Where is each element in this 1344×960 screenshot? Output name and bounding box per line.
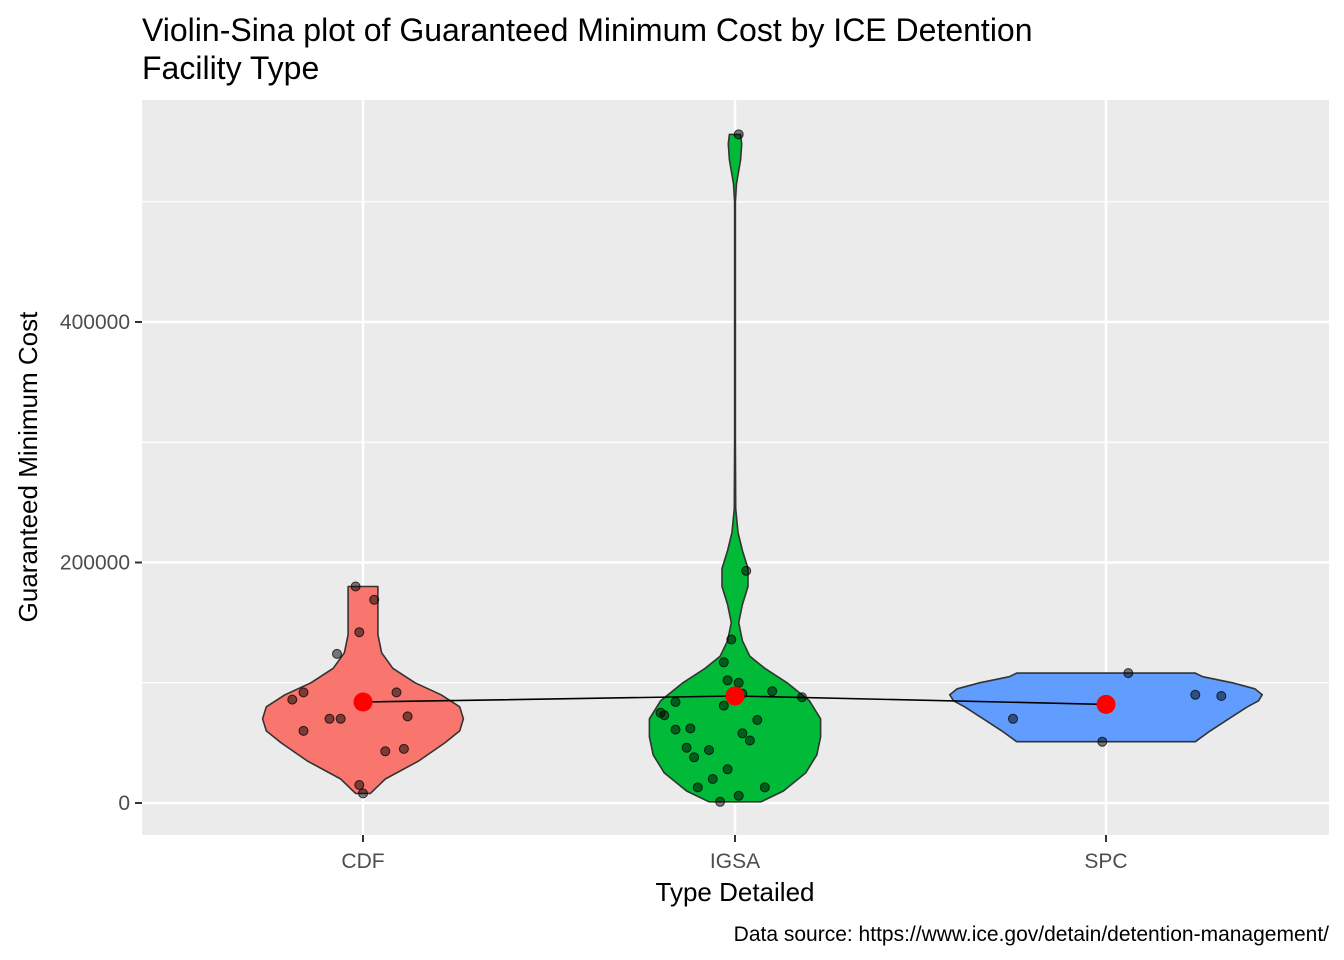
data-point-igsa	[741, 565, 752, 576]
data-point-igsa	[670, 724, 681, 735]
data-point-igsa	[752, 715, 763, 725]
data-point-spc	[1216, 691, 1227, 701]
data-point-igsa	[733, 677, 744, 688]
data-point-igsa	[718, 700, 729, 711]
data-point-igsa	[707, 774, 718, 784]
data-point-spc	[1097, 736, 1108, 747]
data-point-spc	[1123, 668, 1134, 679]
y-tick-label: 200000	[60, 552, 130, 575]
data-point-igsa	[685, 723, 696, 734]
data-point-igsa	[689, 752, 700, 763]
mean-point-igsa	[725, 686, 745, 706]
data-point-igsa	[733, 790, 744, 801]
data-point-igsa	[659, 710, 670, 721]
data-point-cdf	[391, 687, 402, 698]
violin-cdf	[261, 585, 465, 795]
data-point-cdf	[380, 746, 391, 757]
violin-igsa	[648, 133, 822, 803]
y-tick-label: 0	[118, 792, 130, 815]
data-point-spc	[1190, 689, 1201, 700]
y-tick-label: 400000	[60, 311, 130, 334]
chart-title-line-1: Violin-Sina plot of Guaranteed Minimum C…	[142, 12, 1033, 48]
y-axis-title: Guaranteed Minimum Cost	[13, 311, 43, 622]
data-point-igsa	[797, 692, 807, 703]
mean-points	[353, 686, 1116, 714]
data-source-caption: Data source: https://www.ice.gov/detain/…	[734, 923, 1329, 946]
x-axis-ticks: CDF IGSA SPC	[341, 835, 1128, 873]
y-axis-ticks: 0 200000 400000	[60, 311, 142, 815]
data-point-igsa	[670, 697, 681, 707]
data-point-cdf	[354, 780, 365, 790]
data-point-igsa	[759, 782, 770, 793]
mean-point-cdf	[353, 692, 373, 712]
data-point-cdf	[402, 711, 413, 722]
data-point-cdf	[332, 648, 342, 659]
data-point-igsa	[692, 782, 703, 793]
chart-title-line-2: Facility Type	[142, 50, 319, 86]
data-point-cdf	[358, 788, 368, 799]
data-point-igsa	[726, 634, 737, 645]
data-point-igsa	[715, 796, 726, 807]
data-point-cdf	[369, 594, 380, 605]
data-point-cdf	[398, 743, 409, 754]
data-points	[287, 129, 1227, 807]
data-point-igsa	[704, 745, 714, 756]
mean-point-spc	[1096, 694, 1116, 714]
data-point-spc	[1008, 713, 1018, 724]
data-point-cdf	[298, 687, 309, 698]
data-point-igsa	[737, 728, 748, 739]
data-point-igsa	[744, 735, 755, 746]
data-point-cdf	[350, 581, 361, 592]
data-point-cdf	[298, 725, 309, 736]
data-point-igsa	[681, 742, 692, 753]
x-tick-label-spc: SPC	[1084, 850, 1127, 873]
data-point-igsa	[718, 657, 729, 668]
x-tick-label-cdf: CDF	[341, 850, 384, 873]
data-point-cdf	[354, 627, 365, 638]
data-point-igsa	[733, 129, 744, 140]
data-point-igsa	[722, 764, 733, 775]
data-point-cdf	[335, 713, 346, 724]
data-point-cdf	[287, 694, 298, 705]
data-point-igsa	[767, 686, 778, 697]
x-tick-label-igsa: IGSA	[710, 850, 760, 873]
x-axis-title: Type Detailed	[656, 877, 815, 907]
data-point-igsa	[722, 675, 733, 686]
data-point-cdf	[324, 713, 335, 724]
